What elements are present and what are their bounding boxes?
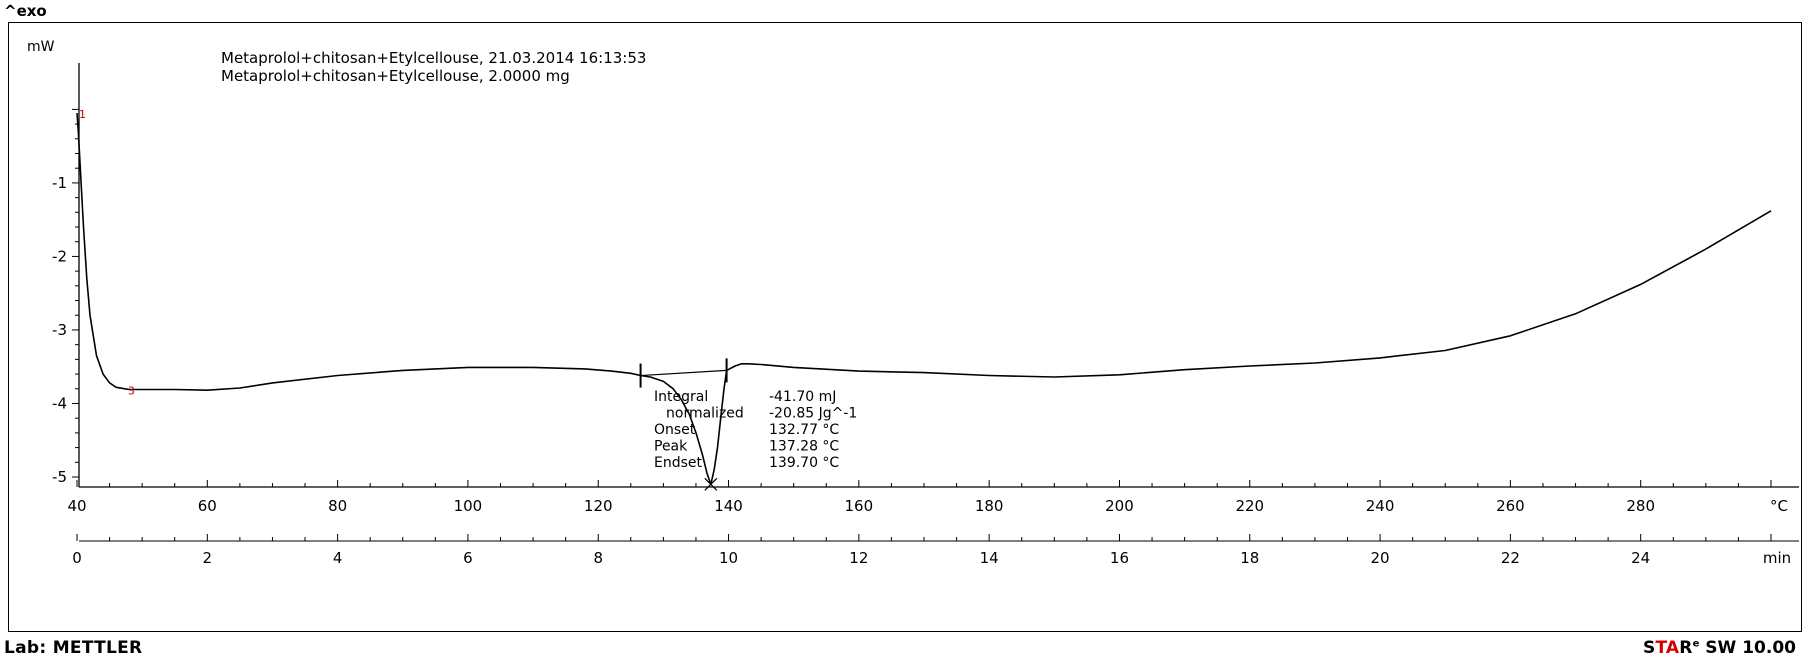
- temperature-tick-label: 60: [198, 497, 217, 515]
- chart-title-line: Metaprolol+chitosan+Etylcellouse, 2.0000…: [221, 67, 570, 85]
- time-tick-label: 16: [1110, 549, 1129, 567]
- lab-label: Lab: METTLER: [4, 638, 143, 658]
- chart-title-line: Metaprolol+chitosan+Etylcellouse, 21.03.…: [221, 49, 646, 67]
- temperature-tick-label: 140: [714, 497, 743, 515]
- time-tick-label: 24: [1631, 549, 1650, 567]
- time-tick-label: 12: [849, 549, 868, 567]
- evaluation-label: normalized: [666, 406, 744, 422]
- registered-mark: e: [1692, 638, 1700, 650]
- evaluation-limit-label: 3: [128, 385, 135, 398]
- evaluation-value: 132.77 °C: [769, 422, 839, 438]
- chart-axes: mW-1-2-3-4-540 60 80 100 120 140 160 180 200 220 2…: [27, 39, 1799, 567]
- temperature-tick-label: 160: [845, 497, 874, 515]
- exo-direction-label: ^exo: [4, 2, 47, 20]
- temperature-tick-label: 100: [454, 497, 483, 515]
- time-tick-label: 14: [980, 549, 999, 567]
- time-tick-label: 20: [1371, 549, 1390, 567]
- time-tick-label: 6: [463, 549, 473, 567]
- y-tick-label: -3: [52, 321, 67, 339]
- temperature-tick-label: 80: [328, 497, 347, 515]
- temperature-tick-label: 200: [1105, 497, 1134, 515]
- evaluation-value: 137.28 °C: [769, 439, 839, 455]
- time-tick-label: 2: [203, 549, 213, 567]
- evaluation-value: -41.70 mJ: [769, 389, 836, 405]
- peak-evaluation-table: Integral -41.70 mJ normalized -20.85 Jg^-1 O…: [654, 389, 857, 471]
- evaluation-label: Onset: [654, 422, 696, 438]
- integration-baseline: [640, 369, 727, 377]
- time-tick-label: 0: [72, 549, 82, 567]
- y-axis-label: mW: [27, 39, 55, 55]
- software-name: STAR: [1643, 638, 1693, 658]
- evaluation-label: Integral: [654, 389, 708, 405]
- dsc-thermogram: Metaprolol+chitosan+Etylcellouse, 21.03.…: [27, 39, 1799, 567]
- temperature-tick-label: 120: [584, 497, 613, 515]
- y-tick-label: -1: [52, 174, 67, 192]
- evaluation-value: -20.85 Jg^-1: [769, 406, 857, 422]
- evaluation-limit-label: 1: [79, 108, 86, 121]
- y-tick-label: -5: [52, 468, 67, 486]
- time-tick-label: 18: [1240, 549, 1259, 567]
- time-axis-unit: min: [1763, 549, 1791, 567]
- time-tick-label: 4: [333, 549, 343, 567]
- y-tick-label: -4: [52, 394, 67, 412]
- temperature-tick-label: 180: [975, 497, 1004, 515]
- time-tick-label: 10: [719, 549, 738, 567]
- temperature-tick-label: 220: [1235, 497, 1264, 515]
- dsc-curve: [76, 113, 1772, 486]
- dsc-chart-frame: Metaprolol+chitosan+Etylcellouse, 21.03.…: [8, 22, 1802, 632]
- software-version-label: STARe SW 10.00: [1643, 638, 1796, 658]
- temperature-tick-label: 260: [1496, 497, 1525, 515]
- software-version: SW 10.00: [1699, 638, 1796, 658]
- time-tick-label: 22: [1501, 549, 1520, 567]
- y-tick-label: -2: [52, 247, 67, 265]
- temperature-axis-unit: °C: [1770, 497, 1788, 515]
- temperature-tick-label: 40: [67, 497, 86, 515]
- peak-marker: [704, 477, 718, 491]
- time-tick-label: 8: [593, 549, 603, 567]
- evaluation-label: Peak: [654, 439, 688, 455]
- evaluation-value: 139.70 °C: [769, 455, 839, 471]
- evaluation-label: Endset: [654, 455, 703, 471]
- chart-title-block: Metaprolol+chitosan+Etylcellouse, 21.03.…: [221, 49, 646, 85]
- chart-series: 13: [76, 108, 1772, 491]
- temperature-tick-label: 280: [1626, 497, 1655, 515]
- temperature-tick-label: 240: [1366, 497, 1395, 515]
